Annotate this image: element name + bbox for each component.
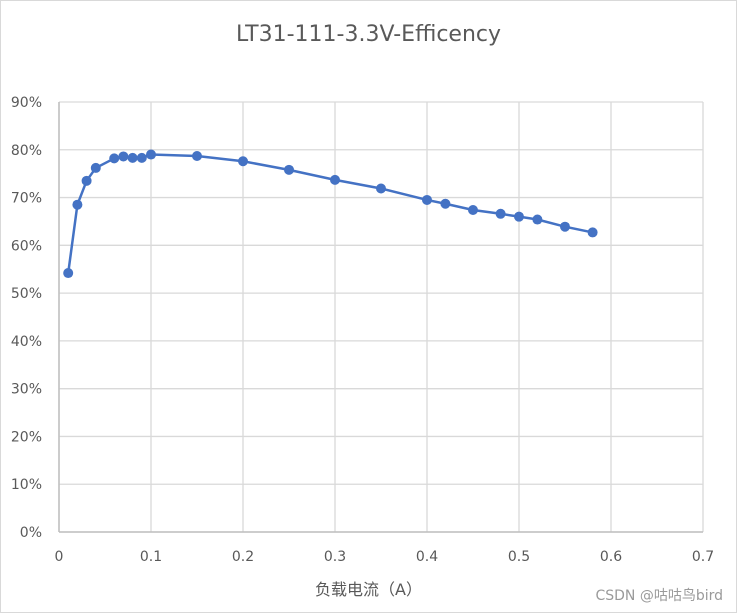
data-point (146, 149, 156, 160)
data-point (560, 221, 570, 232)
x-axis-label: 负载电流（A） (315, 580, 422, 599)
data-point (127, 152, 138, 163)
chart-title: LT31-111-3.3V-Efficency (235, 22, 502, 47)
x-tick-label: 0.5 (508, 549, 530, 565)
watermark: CSDN @咕咕鸟bird (595, 588, 723, 604)
data-point (440, 198, 451, 209)
data-point (330, 174, 340, 185)
y-tick-label: 80% (11, 143, 42, 159)
data-point (376, 183, 386, 194)
data-point (514, 211, 524, 222)
y-tick-label: 60% (11, 238, 42, 254)
y-tick-label: 40% (11, 334, 42, 350)
x-tick-label: 0.2 (232, 549, 254, 565)
data-point (284, 164, 294, 175)
x-tick-label: 0 (55, 549, 64, 565)
series-line (66, 153, 593, 274)
data-point (109, 153, 120, 164)
x-tick-label: 0.3 (324, 549, 346, 565)
data-point (495, 208, 506, 219)
y-tick-label: 50% (11, 286, 42, 302)
data-point (532, 214, 543, 225)
data-point (587, 227, 598, 238)
y-tick-label: 70% (11, 191, 42, 207)
data-point (118, 151, 129, 162)
data-point (136, 152, 147, 163)
data-point (468, 204, 478, 215)
data-point (72, 199, 83, 210)
x-tick-label: 0.1 (140, 549, 162, 565)
y-tick-label: 10% (11, 477, 42, 493)
x-tick-label: 0.4 (416, 549, 438, 565)
y-tick-label: 90% (11, 95, 42, 111)
y-tick-label: 0% (20, 525, 42, 541)
y-tick-label: 20% (11, 429, 42, 445)
data-point (81, 175, 92, 186)
data-point (238, 156, 248, 167)
data-point (192, 150, 202, 161)
x-tick-label: 0.6 (600, 549, 622, 565)
data-point (63, 268, 74, 279)
x-tick-label: 0.7 (692, 549, 714, 565)
data-point (90, 162, 101, 173)
data-point (422, 194, 432, 205)
y-tick-label: 30% (11, 382, 42, 398)
